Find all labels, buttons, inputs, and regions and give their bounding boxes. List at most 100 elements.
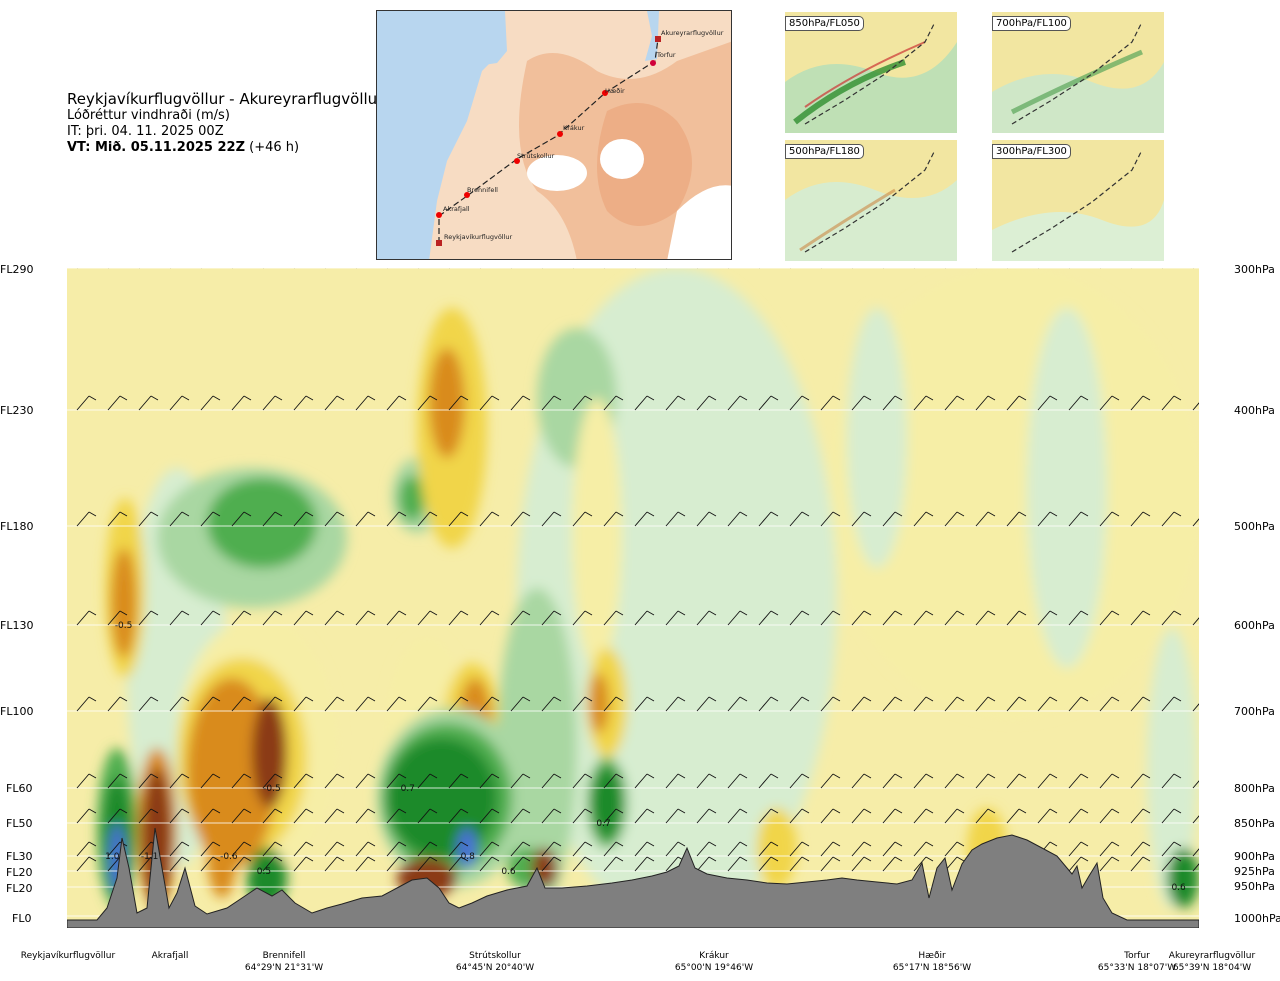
wind-barb-flag [1018,808,1027,814]
wind-barb-staff [76,856,90,872]
wind-barb-staff [231,856,245,872]
wind-barb-flag [553,841,562,847]
wind-barb-staff [789,808,803,824]
wind-barb [262,808,283,824]
location-name: Reykjavíkurflugvöllur [20,951,116,961]
wind-barb-staff [293,610,307,626]
wind-barb-flag [398,773,407,779]
wind-barb-staff [417,773,431,789]
wind-barb-flag [336,856,345,862]
wind-barb-flag [832,610,841,616]
wind-barb-staff [820,610,834,626]
wind-barb-flag [1080,773,1089,779]
wind-barb-flag [429,610,438,616]
wind-barb [820,856,841,872]
wind-barb-staff [789,773,803,789]
airport-marker-akureyri [655,36,661,42]
wind-barb-staff [262,610,276,626]
wind-barb-flag [615,841,624,847]
wind-barb-staff [820,696,834,712]
wind-barb-staff [479,696,493,712]
wind-barb-staff [138,511,152,527]
wind-barb-flag [336,808,345,814]
wind-barb [541,511,562,527]
wind-barb-staff [355,610,369,626]
wind-barb [262,696,283,712]
wind-barb-staff [1130,395,1144,411]
value-annotation: 0.6 [501,867,516,877]
wind-barb-staff [510,841,524,857]
wind-barb-staff [1068,773,1082,789]
wind-barb-staff [789,841,803,857]
wind-barb-staff [882,610,896,626]
wind-barb-flag [305,856,314,862]
wind-barb [169,841,190,857]
wind-barb-staff [231,808,245,824]
wind-barb-flag [367,696,376,702]
wind-barb-flag [894,511,903,517]
wind-barb-flag [1173,395,1182,401]
wind-barb [727,696,748,712]
wind-barb-staff [386,841,400,857]
wind-barb [975,696,996,712]
wind-barb [169,808,190,824]
wind-barb [851,610,872,626]
wind-barb [262,841,283,857]
fl-label: FL60 [6,782,33,795]
location-label: Krákur 65°00'N 19°46'W [675,950,753,974]
wind-barb-staff [1068,696,1082,712]
wind-barb [727,856,748,872]
wind-barb [944,696,965,712]
wind-barb-staff [758,808,772,824]
location-coord: 65°39'N 18°04'W [1172,963,1252,973]
wind-barb-flag [522,808,531,814]
wind-barb [479,511,500,527]
wind-barb-flag [708,511,717,517]
wind-barb [510,511,531,527]
wind-barb-flag [522,511,531,517]
wind-barb-flag [956,610,965,616]
wind-barb [1006,511,1027,527]
map-label-haedir: Hæðir [605,87,625,95]
wind-barb [200,856,221,872]
wind-barb [200,841,221,857]
wind-barb-staff [541,696,555,712]
wind-barb-flag [1111,773,1120,779]
cross-section: -0.5 1.0 -1.1 -0.6 -0.5 0.5 0.7 0.8 0.6 0.7 0.6 [66,253,1213,932]
wind-barb-staff [944,610,958,626]
wind-barb [417,773,438,789]
wind-barb-staff [634,856,648,872]
wind-barb-flag [646,610,655,616]
wind-barb-flag [1080,856,1089,862]
location-name: Hæðir [918,951,946,961]
wind-barb-flag [181,610,190,616]
wind-barb-staff [541,808,555,824]
velocity-contour [207,478,317,568]
wind-barb-staff [138,773,152,789]
wind-barb-flag [708,808,717,814]
wind-barb-flag [429,395,438,401]
wind-barb-staff [293,395,307,411]
wind-barb-staff [231,773,245,789]
wind-barb-flag [925,808,934,814]
wind-barb-flag [801,395,810,401]
velocity-contour [589,673,609,733]
wind-barb-staff [789,610,803,626]
wind-barb-flag [925,696,934,702]
wind-barb-staff [820,856,834,872]
wind-barb-staff [1099,511,1113,527]
wind-barb [1037,808,1058,824]
velocity-contour [847,308,907,568]
wind-barb-flag [1111,696,1120,702]
mini-map-500: 500hPa/FL180 [785,140,957,261]
wind-barb [324,511,345,527]
wind-barb [479,395,500,411]
wind-barb [107,395,128,411]
wind-barb-staff [107,856,121,872]
wind-barb [479,773,500,789]
wind-barb-flag [584,696,593,702]
wind-barb-staff [913,856,927,872]
wind-barb-staff [603,773,617,789]
wind-barb [76,841,97,857]
mini-map-500-svg [785,140,957,261]
